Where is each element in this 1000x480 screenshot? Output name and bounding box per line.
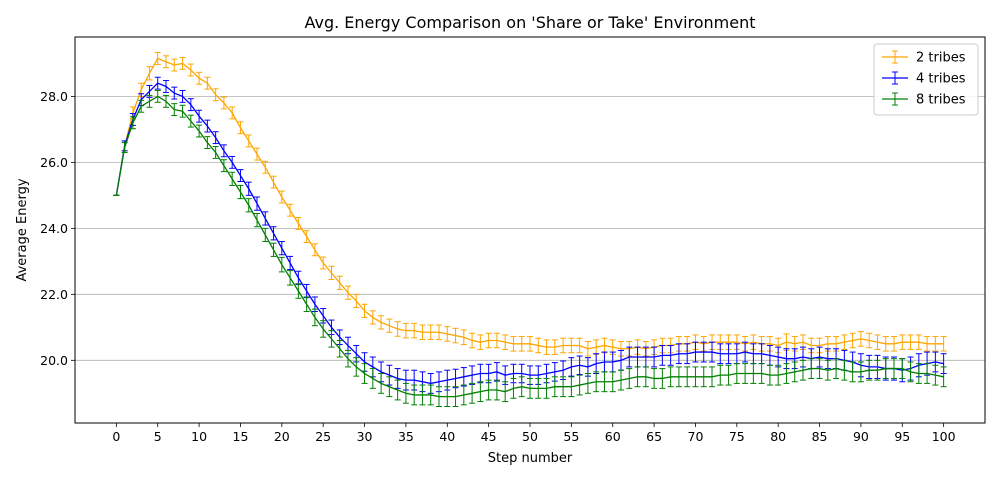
x-tick-label: 70	[688, 429, 704, 444]
y-axis: 20.0 22.0 24.0 26.0 28.0	[40, 89, 75, 368]
chart-title: Avg. Energy Comparison on 'Share or Take…	[304, 13, 755, 32]
legend: 2 tribes 4 tribes 8 tribes	[873, 43, 979, 116]
x-tick-label: 50	[522, 429, 538, 444]
x-tick-label: 0	[112, 429, 120, 444]
x-tick-label: 10	[191, 429, 207, 444]
x-tick-label: 100	[932, 429, 956, 444]
series-layer	[113, 52, 947, 408]
y-tick-label: 26.0	[40, 155, 68, 170]
grid	[75, 95, 985, 361]
legend-label: 8 tribes	[916, 93, 966, 108]
legend-entry: 4 tribes	[882, 71, 966, 87]
x-tick-label: 40	[439, 429, 455, 444]
x-tick-label: 35	[398, 429, 414, 444]
x-tick-label: 90	[853, 429, 869, 444]
x-tick-label: 85	[812, 429, 828, 444]
x-axis: 0 5 10 15 20 25 30 35 40 45 50 55 60 65 70 75 80 85 90 95 10…	[112, 423, 956, 444]
legend-entry: 8 tribes	[882, 92, 966, 108]
x-tick-label: 65	[646, 429, 662, 444]
x-tick-label: 30	[357, 429, 373, 444]
y-tick-label: 24.0	[40, 221, 68, 236]
x-tick-label: 75	[729, 429, 745, 444]
legend-label: 4 tribes	[916, 72, 966, 87]
x-tick-label: 95	[894, 429, 910, 444]
x-tick-label: 25	[315, 429, 331, 444]
x-tick-label: 45	[481, 429, 497, 444]
legend-entry: 2 tribes	[882, 50, 966, 66]
x-tick-label: 80	[770, 429, 786, 444]
x-axis-label: Step number	[488, 451, 573, 466]
y-tick-label: 22.0	[40, 287, 68, 302]
x-tick-label: 55	[563, 429, 579, 444]
series-8-tribes	[113, 89, 947, 408]
y-axis-label: Average Energy	[15, 178, 30, 281]
y-tick-label: 20.0	[40, 353, 68, 368]
x-tick-label: 20	[274, 429, 290, 444]
legend-label: 2 tribes	[916, 51, 966, 66]
y-tick-label: 28.0	[40, 89, 68, 104]
x-tick-label: 15	[233, 429, 249, 444]
legend-box	[873, 43, 979, 116]
x-tick-label: 5	[154, 429, 162, 444]
x-tick-label: 60	[605, 429, 621, 444]
